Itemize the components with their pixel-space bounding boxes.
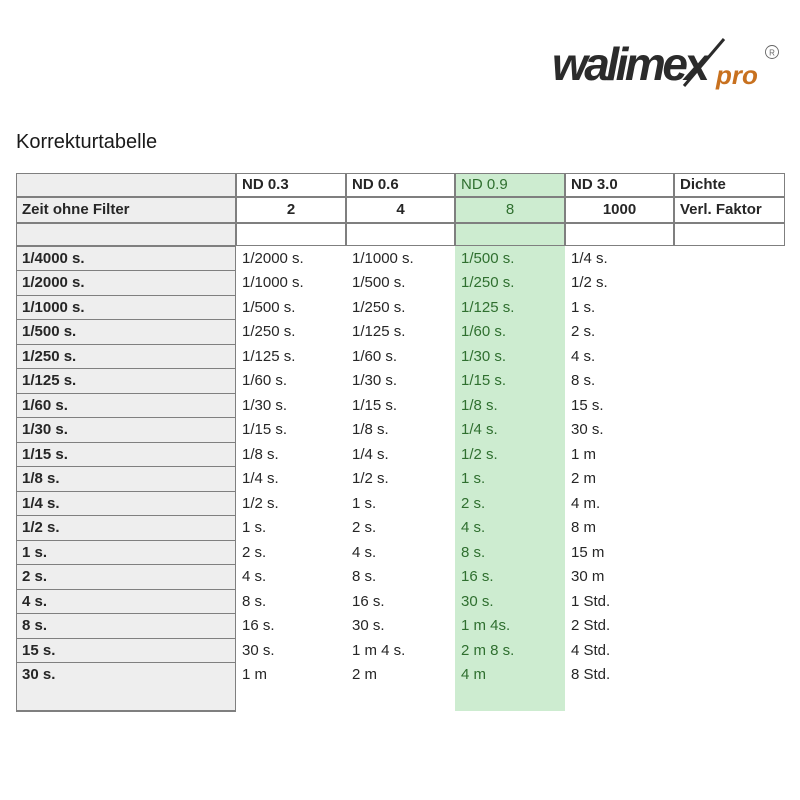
- svg-text:R: R: [769, 49, 775, 58]
- svg-text:pro: pro: [715, 60, 758, 90]
